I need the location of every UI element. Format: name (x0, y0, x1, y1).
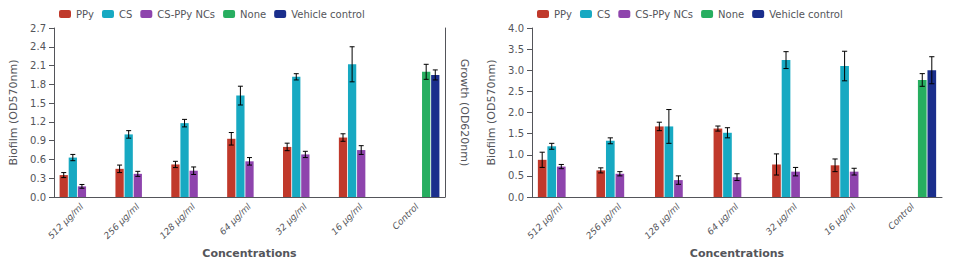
svg-text:0.0: 0.0 (30, 192, 46, 203)
svg-text:None: None (718, 9, 744, 20)
svg-text:3.0: 3.0 (508, 65, 524, 76)
svg-text:16 μg/ml: 16 μg/ml (822, 201, 858, 237)
svg-text:Control: Control (886, 201, 917, 232)
svg-text:128 μg/ml: 128 μg/ml (158, 201, 198, 241)
svg-text:Concentrations: Concentrations (202, 247, 297, 260)
svg-text:PPy: PPy (76, 9, 94, 20)
svg-text:0.3: 0.3 (30, 173, 46, 184)
svg-text:1.5: 1.5 (30, 98, 46, 109)
svg-text:3.5: 3.5 (508, 44, 524, 55)
svg-text:512 μg/ml: 512 μg/ml (46, 201, 86, 241)
svg-text:2.4: 2.4 (30, 41, 46, 52)
svg-text:CS: CS (597, 9, 610, 20)
svg-text:Control: Control (390, 201, 421, 232)
svg-text:PPy: PPy (554, 9, 572, 20)
svg-text:512 μg/ml: 512 μg/ml (525, 201, 565, 241)
svg-text:CS: CS (119, 9, 132, 20)
svg-text:1.0: 1.0 (508, 149, 524, 160)
svg-text:16 μg/ml: 16 μg/ml (329, 201, 365, 237)
svg-text:2.1: 2.1 (30, 60, 46, 71)
svg-text:64 μg/ml: 64 μg/ml (705, 201, 741, 237)
svg-text:Vehicle control: Vehicle control (291, 9, 365, 20)
svg-text:1.5: 1.5 (508, 128, 524, 139)
svg-text:Growth (OD620nm): Growth (OD620nm) (458, 59, 471, 167)
svg-text:256 μg/ml: 256 μg/ml (102, 201, 142, 241)
svg-text:2.7: 2.7 (30, 23, 46, 34)
svg-text:Concentrations: Concentrations (690, 247, 785, 260)
svg-text:1.8: 1.8 (30, 79, 46, 90)
svg-text:CS-PPy NCs: CS-PPy NCs (635, 9, 693, 20)
svg-text:Biofilm (OD570nm): Biofilm (OD570nm) (7, 60, 20, 166)
svg-text:None: None (240, 9, 266, 20)
svg-text:Vehicle control: Vehicle control (769, 9, 843, 20)
svg-text:0.9: 0.9 (30, 135, 46, 146)
svg-text:CS-PPy NCs: CS-PPy NCs (157, 9, 215, 20)
svg-text:32 μg/ml: 32 μg/ml (764, 201, 800, 237)
svg-text:0.0: 0.0 (508, 192, 524, 203)
svg-text:0.5: 0.5 (508, 170, 524, 181)
svg-text:256 μg/ml: 256 μg/ml (584, 201, 624, 241)
svg-text:128 μg/ml: 128 μg/ml (643, 201, 683, 241)
svg-text:0.6: 0.6 (30, 154, 46, 165)
svg-text:Biofilm (OD570nm): Biofilm (OD570nm) (485, 60, 498, 166)
svg-text:2.5: 2.5 (508, 86, 524, 97)
svg-text:2.0: 2.0 (508, 107, 524, 118)
svg-text:32 μg/ml: 32 μg/ml (274, 201, 310, 237)
svg-text:64 μg/ml: 64 μg/ml (218, 201, 254, 237)
svg-text:4.0: 4.0 (508, 23, 524, 34)
svg-text:1.2: 1.2 (30, 116, 46, 127)
